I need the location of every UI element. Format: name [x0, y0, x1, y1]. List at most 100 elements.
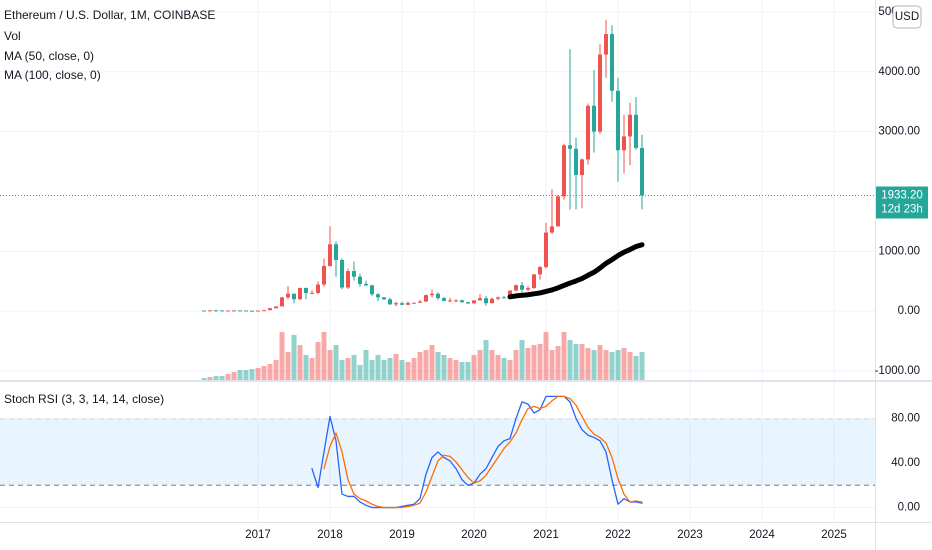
- candle-body: [406, 303, 410, 305]
- moving-average: [507, 242, 645, 300]
- candle-body: [460, 300, 464, 303]
- last-price-box: [876, 186, 928, 219]
- candle-body: [574, 148, 578, 176]
- volume-bar: [537, 344, 543, 380]
- candle-body: [226, 310, 230, 312]
- candle-body: [502, 297, 506, 299]
- volume-bar: [471, 355, 477, 380]
- candle-body: [370, 285, 374, 295]
- candle-body: [316, 284, 320, 293]
- x-tick-label: 2025: [821, 529, 847, 541]
- volume-bar: [483, 340, 489, 380]
- x-tick-label: 2024: [749, 529, 775, 541]
- candle-body: [268, 308, 272, 311]
- candle-body: [238, 310, 242, 312]
- volume-bar: [543, 332, 549, 380]
- volume-bar: [531, 345, 537, 380]
- x-tick-label: 2023: [677, 529, 703, 541]
- candle-body: [466, 302, 470, 304]
- candle-body: [364, 283, 368, 286]
- volume-bar: [225, 374, 231, 380]
- candle-body: [334, 244, 338, 260]
- volume-bar: [447, 358, 453, 380]
- volume-bar: [327, 350, 333, 380]
- candle-body: [508, 290, 512, 298]
- volume-bar: [513, 350, 519, 380]
- candle-body: [628, 114, 632, 137]
- candle-body: [478, 298, 482, 301]
- candle-body: [484, 298, 488, 304]
- volume-bar: [561, 332, 567, 380]
- y-tick-label: 4000.00: [878, 66, 920, 78]
- volume-bar: [381, 360, 387, 380]
- volume-bar: [525, 348, 531, 380]
- volume-bar: [597, 345, 603, 380]
- volume-bar: [279, 332, 285, 380]
- volume-bar: [489, 350, 495, 380]
- volume-bar: [315, 342, 321, 380]
- candle-body: [388, 299, 392, 305]
- volume-bar: [273, 360, 279, 380]
- candle-body: [298, 287, 302, 300]
- volume-bar: [297, 345, 303, 380]
- candle-body: [292, 293, 296, 300]
- volume-bar: [255, 368, 261, 380]
- candle-body: [328, 244, 332, 266]
- candle-body: [280, 297, 284, 307]
- candle-body: [394, 303, 398, 305]
- candle-body: [568, 145, 572, 149]
- candle-body: [520, 285, 524, 290]
- candle-body: [640, 147, 644, 196]
- candle-body: [634, 114, 638, 148]
- candle-body: [376, 294, 380, 298]
- candle-body: [496, 297, 500, 299]
- volume-bar: [369, 360, 375, 380]
- currency-badge: [892, 5, 922, 29]
- candle-body: [580, 159, 584, 176]
- candle-body: [454, 300, 458, 302]
- candle-body: [616, 90, 620, 151]
- candle-body: [556, 196, 560, 227]
- y-tick-label: -1000.00: [875, 365, 920, 377]
- y-tick-label: 40.00: [891, 457, 920, 469]
- volume-bar: [567, 340, 573, 380]
- candle-body: [544, 232, 548, 268]
- volume-bar: [453, 360, 459, 380]
- candle-body: [250, 310, 254, 312]
- volume-bar: [207, 377, 213, 380]
- candle-body: [598, 54, 602, 132]
- y-tick-label: 0.00: [898, 305, 920, 317]
- volume-bar: [519, 340, 525, 380]
- candle-body: [592, 105, 596, 132]
- volume-bar: [411, 358, 417, 380]
- volume-bar: [399, 360, 405, 380]
- volume-bar: [435, 352, 441, 380]
- candle-body: [304, 287, 308, 294]
- stoch-line: [311, 395, 643, 509]
- volume-bar: [627, 352, 633, 380]
- chart-title: Ethereum / U.S. Dollar, 1M, COINBASE: [4, 8, 215, 22]
- candle-body: [514, 285, 518, 291]
- candle-body: [214, 310, 218, 312]
- volume-bar: [375, 355, 381, 380]
- candle-body: [430, 293, 434, 296]
- volume-bar: [237, 370, 243, 380]
- volume-bar: [339, 360, 345, 380]
- volume-bar: [615, 350, 621, 380]
- volume-bar: [249, 369, 255, 380]
- volume-bar: [213, 376, 219, 380]
- volume-bar: [267, 364, 273, 380]
- candle-body: [274, 306, 278, 309]
- volume-bar: [243, 370, 249, 380]
- candle-body: [400, 303, 404, 305]
- candle-body: [244, 310, 248, 312]
- candle-body: [532, 274, 536, 289]
- stoch-line: [323, 395, 643, 509]
- volume-bar: [639, 352, 645, 380]
- indicator-label: Stoch RSI (3, 3, 14, 14, close): [4, 392, 164, 406]
- candle-body: [418, 301, 422, 303]
- volume-bar: [303, 355, 309, 380]
- candle-body: [208, 310, 212, 312]
